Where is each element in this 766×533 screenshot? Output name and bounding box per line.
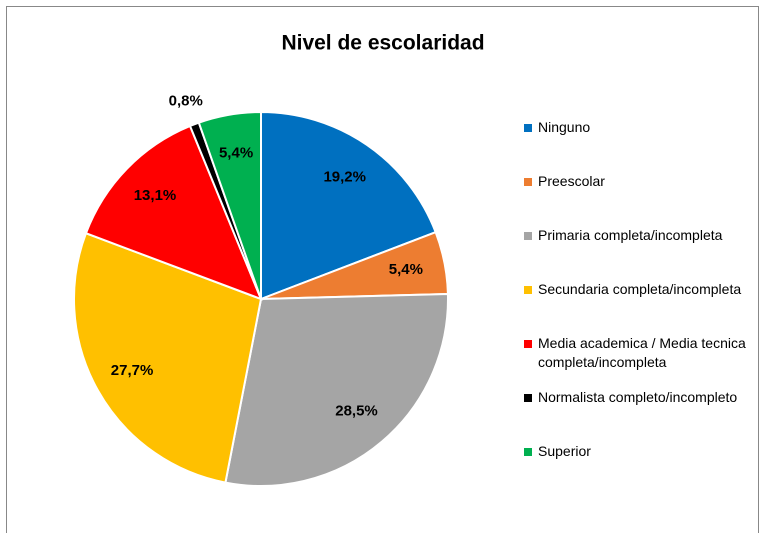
pie-slice: [197, 110, 262, 300]
legend-item: Preescolar: [524, 172, 760, 191]
legend-label: Preescolar: [538, 173, 605, 189]
legend-swatch: [524, 448, 532, 456]
data-label: 5,4%: [219, 144, 253, 161]
pie-slice: [224, 292, 449, 487]
legend-swatch: [524, 340, 532, 348]
legend-item: Superior: [524, 442, 760, 461]
legend-label: Ninguno: [538, 119, 591, 135]
legend-item: Ninguno: [524, 118, 760, 137]
data-label: 0,8%: [169, 93, 203, 110]
data-label: 13,1%: [134, 187, 177, 204]
legend-label: Secundaria completa/incompleta: [538, 281, 742, 297]
legend-swatch: [524, 286, 532, 294]
legend-item: Primaria completa/incompleta: [524, 226, 760, 245]
legend-item: Normalista completo/incompleto: [524, 388, 760, 407]
legend-item: Secundaria completa/incompleta: [524, 280, 760, 299]
data-label: 27,7%: [111, 362, 154, 379]
legend-swatch: [524, 232, 532, 240]
data-label: 5,4%: [389, 261, 423, 278]
legend-label: Media academica / Media tecnica completa…: [538, 335, 746, 370]
pie-slice: [84, 124, 263, 301]
chart-title: Nivel de escolaridad: [281, 32, 484, 55]
legend-swatch: [524, 178, 532, 186]
data-label: 19,2%: [323, 168, 366, 185]
legend-swatch: [524, 124, 532, 132]
legend-item: Media academica / Media tecnica completa…: [524, 334, 760, 372]
legend-label: Normalista completo/incompleto: [538, 389, 738, 405]
legend-label: Primaria completa/incompleta: [538, 227, 723, 243]
pie-slice: [260, 110, 437, 301]
pie-slice: [73, 231, 263, 484]
legend-swatch: [524, 394, 532, 402]
data-label: 28,5%: [335, 403, 378, 420]
legend-label: Superior: [538, 443, 591, 459]
